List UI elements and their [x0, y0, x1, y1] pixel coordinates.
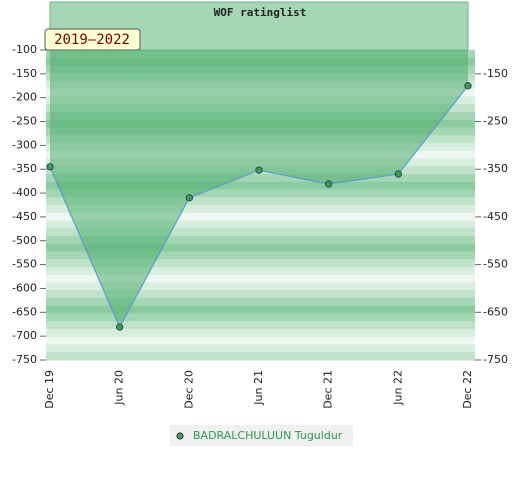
point [185, 194, 193, 202]
y-tick-label: -700 [12, 329, 37, 342]
stripe [46, 228, 475, 237]
y2-tick-label: -650 [483, 305, 508, 318]
stripe [46, 189, 475, 198]
badge: 2019–2022 [54, 32, 130, 48]
stripe [46, 298, 475, 307]
stripe [46, 212, 475, 221]
y2-tick-label: -350 [483, 162, 508, 175]
stripe [46, 321, 475, 330]
stripe [46, 329, 475, 338]
x-tick-label: Jun 20 [113, 370, 126, 406]
point [394, 170, 402, 178]
stripe [46, 282, 475, 291]
y2-tick-label: -150 [483, 67, 508, 80]
x-tick-label: Dec 20 [182, 370, 195, 409]
point [255, 166, 263, 174]
stripe [46, 197, 475, 206]
x-tick-label: Dec 19 [43, 370, 56, 409]
y2-tick-label: -750 [483, 353, 508, 366]
point [46, 163, 54, 171]
stripe [46, 181, 475, 190]
x-tick-label: Dec 22 [461, 370, 474, 409]
y-tick-label: -550 [12, 258, 37, 271]
legend-label: BADRALCHULUUN Tuguldur [193, 429, 343, 442]
stripe [46, 305, 475, 314]
y-tick-label: -600 [12, 281, 37, 294]
point [464, 82, 472, 90]
stripe [46, 267, 475, 276]
legend-marker [176, 432, 184, 440]
y2-tick-label: -550 [483, 258, 508, 271]
y-tick-label: -250 [12, 115, 37, 128]
stripe [46, 313, 475, 322]
legend-box [170, 425, 353, 446]
stripe [46, 344, 475, 353]
x-tick-label: Dec 21 [322, 370, 335, 409]
y2-tick-label: -450 [483, 210, 508, 223]
area [50, 50, 468, 328]
stripe [46, 205, 475, 214]
x-tick-label: Jun 22 [391, 370, 404, 406]
x-tick-label: Jun 21 [252, 370, 265, 406]
stripe [46, 220, 475, 229]
y-tick-label: -500 [12, 234, 37, 247]
stripe [46, 174, 475, 183]
y-tick-label: -200 [12, 91, 37, 104]
y-tick-label: -150 [12, 67, 37, 80]
y2-tick-label: -250 [483, 115, 508, 128]
stripe [46, 290, 475, 299]
stripe [46, 243, 475, 252]
stripe [46, 251, 475, 260]
y-tick-label: -100 [12, 43, 37, 56]
y-tick-label: -300 [12, 138, 37, 151]
y-tick-label: -400 [12, 186, 37, 199]
stripe [46, 274, 475, 283]
y-tick-label: -750 [12, 353, 37, 366]
stripe [46, 259, 475, 268]
y-tick-label: -450 [12, 210, 37, 223]
stripe [46, 336, 475, 345]
chart-title: WOF ratinglist [214, 6, 307, 19]
y-tick-label: -650 [12, 305, 37, 318]
stripe [46, 236, 475, 245]
point [116, 323, 124, 331]
point [325, 180, 333, 188]
stripe [46, 352, 475, 361]
y-tick-label: -350 [12, 162, 37, 175]
